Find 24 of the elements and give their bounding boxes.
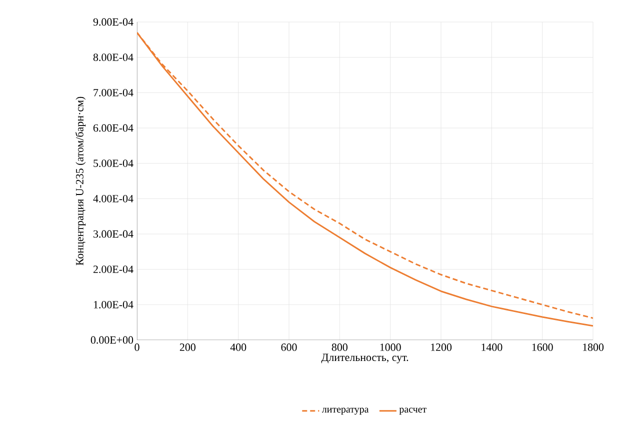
x-tick-label: 1200 bbox=[431, 344, 452, 351]
x-tick-label: 0 bbox=[134, 344, 140, 351]
y-tick-label: 8.00E-04 bbox=[93, 54, 134, 62]
y-tick-label: 5.00E-04 bbox=[94, 160, 134, 168]
x-tick-label: 800 bbox=[332, 344, 348, 351]
x-tick-label: 1400 bbox=[482, 344, 502, 351]
y-tick-label: 3.00E-04 bbox=[94, 230, 134, 238]
legend-label: литература bbox=[322, 408, 369, 415]
x-tick-label: 1800 bbox=[583, 344, 604, 351]
y-tick-label: 0.00E+00 bbox=[90, 336, 134, 344]
y-tick-label: 6.00E-04 bbox=[93, 124, 134, 132]
legend-label: расчет bbox=[399, 408, 426, 415]
x-tick-label: 1000 bbox=[380, 344, 401, 351]
y-tick-label: 1.00E-04 bbox=[94, 300, 134, 308]
x-tick-label: 200 bbox=[180, 344, 196, 351]
y-axis-title: Концентрация U-235 (атом/барн·см) bbox=[75, 96, 86, 266]
x-tick-label: 400 bbox=[230, 344, 246, 351]
x-tick-label: 1600 bbox=[532, 344, 553, 351]
y-tick-label: 9.00E-04 bbox=[93, 18, 134, 26]
x-tick-label: 600 bbox=[281, 344, 297, 351]
y-tick-label: 4.00E-04 bbox=[93, 194, 134, 202]
y-tick-label: 2.00E-04 bbox=[93, 266, 134, 274]
y-tick-label: 7.00E-04 bbox=[94, 88, 134, 96]
x-axis-title: Длительность, сут. bbox=[321, 354, 408, 364]
